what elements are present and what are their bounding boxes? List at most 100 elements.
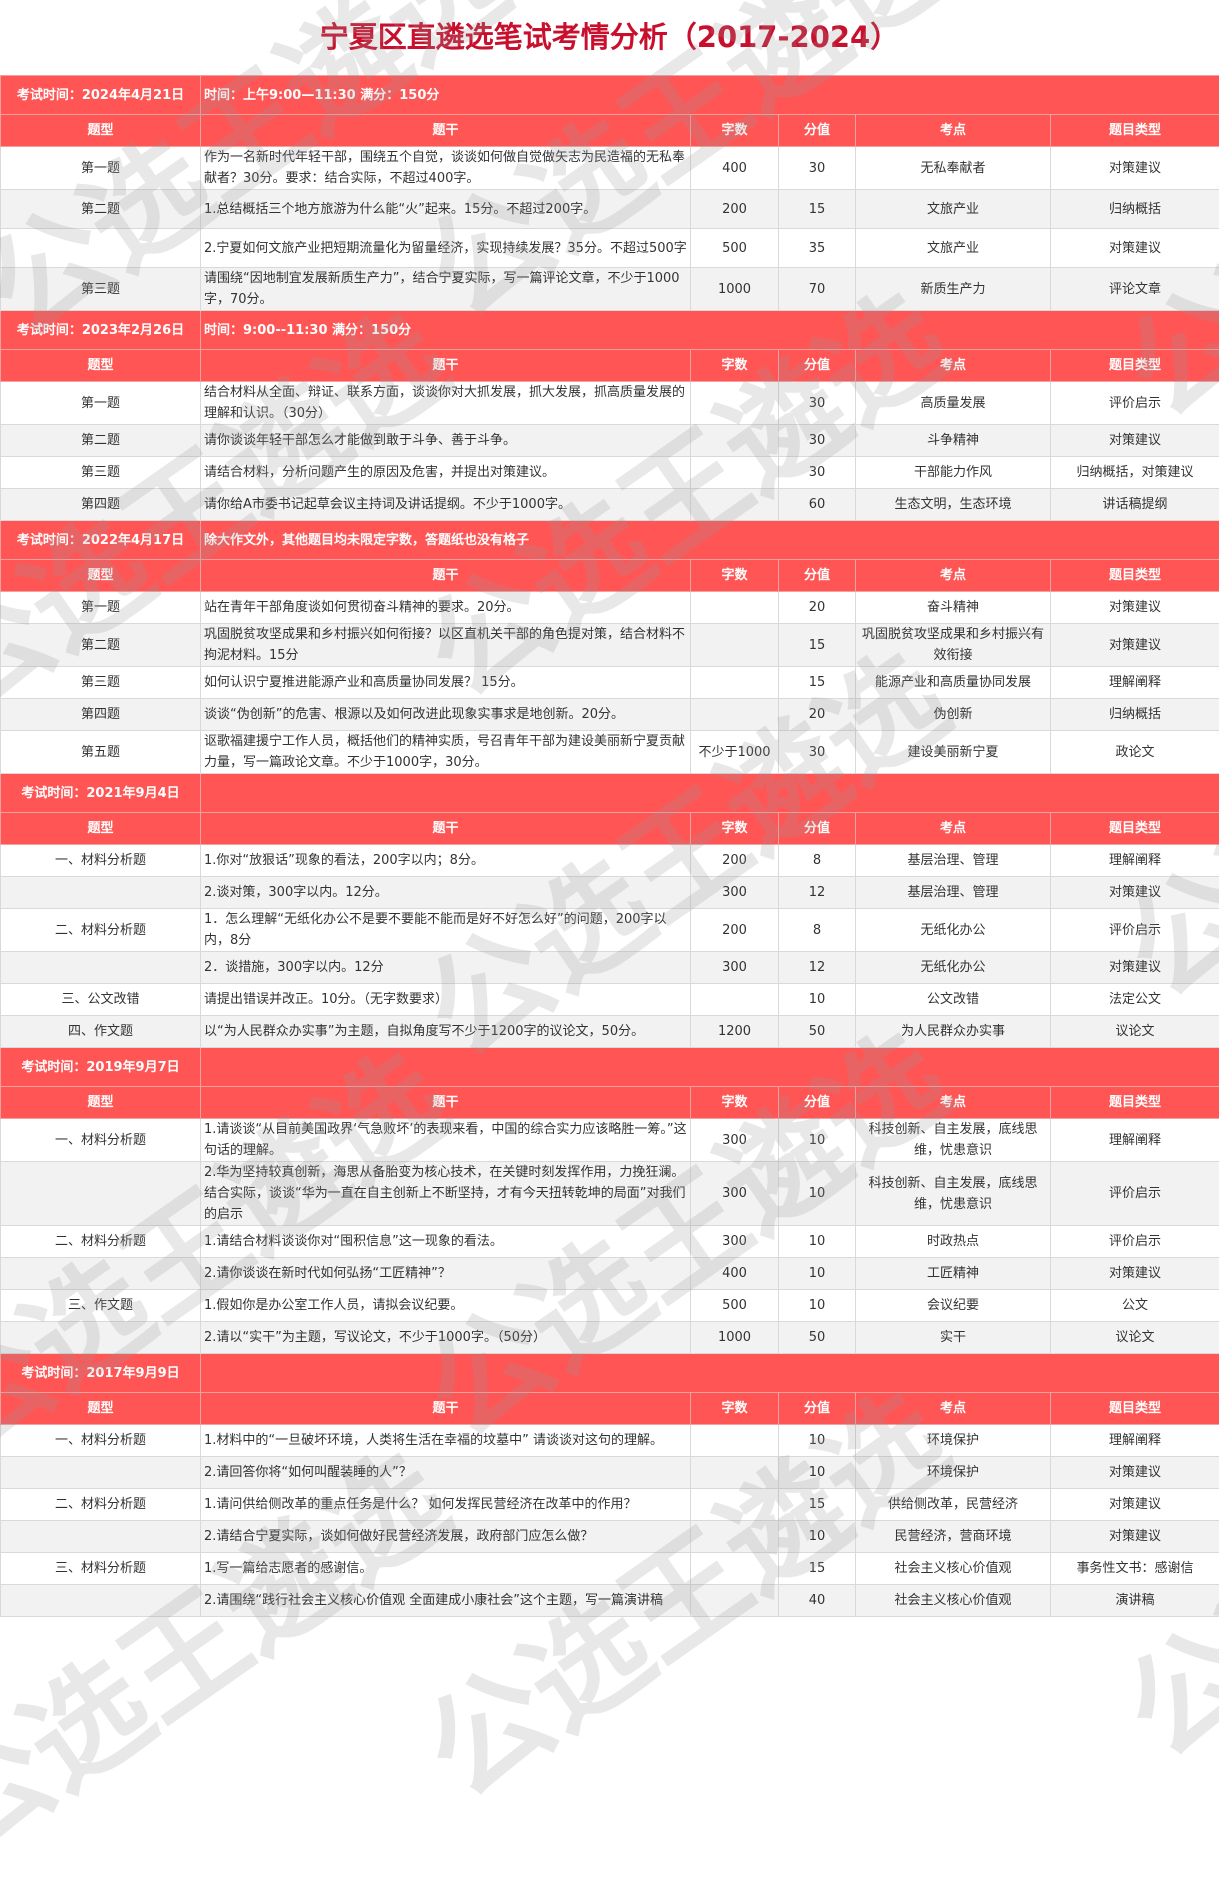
question-category: 对策建议 xyxy=(1051,1457,1219,1489)
question-category: 对策建议 xyxy=(1051,624,1219,667)
question-type: 二、材料分析题 xyxy=(1,1489,201,1521)
score: 50 xyxy=(779,1322,856,1354)
question-stem: 请你谈谈年轻干部怎么才能做到敢于斗争、善于斗争。 xyxy=(201,425,691,457)
question-type: 第一题 xyxy=(1,592,201,624)
col-category: 题目类型 xyxy=(1051,115,1219,147)
column-header-row: 题型题干字数分值考点题目类型 xyxy=(1,1087,1219,1119)
word-count xyxy=(691,699,779,731)
score: 8 xyxy=(779,845,856,877)
col-words: 字数 xyxy=(691,350,779,382)
word-count: 300 xyxy=(691,1119,779,1162)
score: 70 xyxy=(779,268,856,311)
col-point: 考点 xyxy=(856,350,1051,382)
question-stem: 2.请你谈谈在新时代如何弘扬“工匠精神”？ xyxy=(201,1258,691,1290)
word-count xyxy=(691,1585,779,1617)
score: 20 xyxy=(779,592,856,624)
key-point: 公文改错 xyxy=(856,984,1051,1016)
key-point: 基层治理、管理 xyxy=(856,877,1051,909)
section-header: 考试时间：2022年4月17日 除大作文外，其他题目均未限定字数，答题纸也没有格… xyxy=(1,521,1219,560)
exam-time: 考试时间：2023年2月26日 xyxy=(1,311,201,350)
question-stem: 作为一名新时代年轻干部，围绕五个自觉，谈谈如何做自觉做矢志为民造福的无私奉献者？… xyxy=(201,147,691,190)
question-category: 评价启示 xyxy=(1051,1226,1219,1258)
exam-time: 考试时间：2022年4月17日 xyxy=(1,521,201,560)
score: 10 xyxy=(779,1226,856,1258)
question-type xyxy=(1,952,201,984)
word-count: 200 xyxy=(691,909,779,952)
exam-note: 时间：上午9:00—11:30 满分：150分 xyxy=(201,76,1219,115)
word-count xyxy=(691,1457,779,1489)
question-stem: 1.请结合材料谈谈你对“囤积信息”这一现象的看法。 xyxy=(201,1226,691,1258)
col-point: 考点 xyxy=(856,1087,1051,1119)
question-stem: 1.请谈谈“从目前美国政界‘气急败坏’的表现来看，中国的综合实力应该略胜一筹。”… xyxy=(201,1119,691,1162)
exam-time: 考试时间：2019年9月7日 xyxy=(1,1048,201,1087)
word-count: 300 xyxy=(691,952,779,984)
col-words: 字数 xyxy=(691,115,779,147)
question-category: 对策建议 xyxy=(1051,1258,1219,1290)
column-header-row: 题型题干字数分值考点题目类型 xyxy=(1,350,1219,382)
word-count: 1200 xyxy=(691,1016,779,1048)
question-stem: 2.谈对策，300字以内。12分。 xyxy=(201,877,691,909)
key-point: 科技创新、自主发展，底线思维，忧患意识 xyxy=(856,1162,1051,1226)
question-type: 二、材料分析题 xyxy=(1,909,201,952)
question-stem: 1．怎么理解“无纸化办公不是要不要能不能而是好不好怎么好”的问题，200字以内，… xyxy=(201,909,691,952)
question-type: 第二题 xyxy=(1,624,201,667)
word-count: 不少于1000 xyxy=(691,731,779,774)
question-type: 四、作文题 xyxy=(1,1016,201,1048)
question-category: 归纳概括 xyxy=(1051,190,1219,229)
question-category: 评价启示 xyxy=(1051,382,1219,425)
exam-note: 时间：9:00--11:30 满分：150分 xyxy=(201,311,1219,350)
column-header-row: 题型题干字数分值考点题目类型 xyxy=(1,115,1219,147)
score: 8 xyxy=(779,909,856,952)
exam-note xyxy=(201,1354,1219,1393)
score: 12 xyxy=(779,952,856,984)
question-stem: 2.请结合宁夏实际，谈如何做好民营经济发展，政府部门应怎么做？ xyxy=(201,1521,691,1553)
key-point: 社会主义核心价值观 xyxy=(856,1585,1051,1617)
question-type: 第一题 xyxy=(1,382,201,425)
question-stem: 1.写一篇给志愿者的感谢信。 xyxy=(201,1553,691,1585)
col-score: 分值 xyxy=(779,350,856,382)
word-count: 300 xyxy=(691,1226,779,1258)
word-count xyxy=(691,1553,779,1585)
word-count: 500 xyxy=(691,229,779,268)
question-category: 事务性文书：感谢信 xyxy=(1051,1553,1219,1585)
col-point: 考点 xyxy=(856,115,1051,147)
question-stem: 请提出错误并改正。10分。（无字数要求） xyxy=(201,984,691,1016)
table-row: 2.华为坚持较真创新，海思从备胎变为核心技术，在关键时刻发挥作用，力挽狂澜。结合… xyxy=(1,1162,1219,1226)
question-category: 归纳概括，对策建议 xyxy=(1051,457,1219,489)
exam-note xyxy=(201,774,1219,813)
word-count: 300 xyxy=(691,877,779,909)
score: 15 xyxy=(779,1489,856,1521)
question-category: 公文 xyxy=(1051,1290,1219,1322)
score: 10 xyxy=(779,1457,856,1489)
section-header: 考试时间：2023年2月26日 时间：9:00--11:30 满分：150分 xyxy=(1,311,1219,350)
col-stem: 题干 xyxy=(201,560,691,592)
question-stem: 谈谈“伪创新”的危害、根源以及如何改进此现象实事求是地创新。20分。 xyxy=(201,699,691,731)
question-type xyxy=(1,1585,201,1617)
question-stem: 1.请问供给侧改革的重点任务是什么？ 如何发挥民营经济在改革中的作用？ xyxy=(201,1489,691,1521)
question-stem: 站在青年干部角度谈如何贯彻奋斗精神的要求。20分。 xyxy=(201,592,691,624)
question-stem: 1.总结概括三个地方旅游为什么能“火”起来。15分。不超过200字。 xyxy=(201,190,691,229)
table-row: 四、作文题以“为人民群众办实事”为主题，自拟角度写不少于1200字的议论文，50… xyxy=(1,1016,1219,1048)
question-type: 第三题 xyxy=(1,457,201,489)
key-point: 供给侧改革，民营经济 xyxy=(856,1489,1051,1521)
question-type: 一、材料分析题 xyxy=(1,845,201,877)
question-category: 议论文 xyxy=(1051,1016,1219,1048)
score: 15 xyxy=(779,667,856,699)
col-point: 考点 xyxy=(856,560,1051,592)
word-count xyxy=(691,984,779,1016)
question-category: 理解阐释 xyxy=(1051,667,1219,699)
question-category: 法定公文 xyxy=(1051,984,1219,1016)
col-type: 题型 xyxy=(1,1393,201,1425)
key-point: 民营经济，营商环境 xyxy=(856,1521,1051,1553)
exam-note xyxy=(201,1048,1219,1087)
question-stem: 以“为人民群众办实事”为主题，自拟角度写不少于1200字的议论文，50分。 xyxy=(201,1016,691,1048)
key-point: 无私奉献者 xyxy=(856,147,1051,190)
col-category: 题目类型 xyxy=(1051,813,1219,845)
col-category: 题目类型 xyxy=(1051,350,1219,382)
